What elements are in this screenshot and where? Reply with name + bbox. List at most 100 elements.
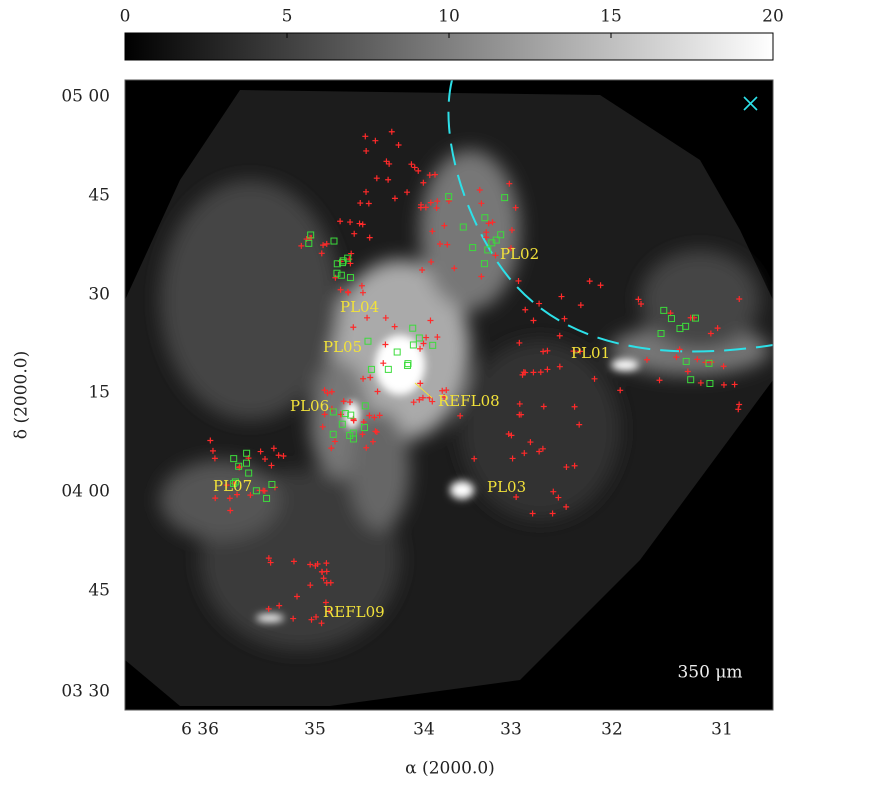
source-label: PL04 — [340, 298, 379, 316]
green-source — [337, 271, 345, 279]
green-source — [687, 376, 695, 384]
red-source — [337, 218, 344, 225]
green-source — [384, 365, 392, 373]
red-source — [419, 394, 426, 401]
red-source — [506, 180, 513, 187]
red-source — [508, 227, 515, 234]
red-source — [362, 133, 369, 140]
green-source — [333, 269, 341, 277]
red-source — [331, 438, 338, 445]
red-source — [540, 348, 547, 355]
green-source — [367, 365, 375, 373]
red-source — [365, 200, 372, 207]
red-source — [345, 289, 352, 296]
green-source — [481, 214, 489, 222]
red-source — [483, 229, 490, 236]
red-source — [420, 340, 427, 347]
red-source — [673, 354, 680, 361]
red-source — [380, 360, 387, 367]
red-source — [720, 363, 727, 370]
red-source — [323, 560, 330, 567]
red-source — [234, 491, 241, 498]
red-source — [434, 198, 441, 205]
red-source — [476, 187, 483, 194]
red-source — [471, 455, 478, 462]
green-source — [657, 329, 665, 337]
red-source — [226, 495, 233, 502]
green-source — [252, 487, 260, 495]
red-source — [212, 495, 219, 502]
red-source — [509, 455, 516, 462]
green-source — [245, 469, 253, 477]
red-source — [247, 492, 254, 499]
green-source — [346, 431, 354, 439]
red-source — [395, 141, 402, 148]
green-source — [268, 480, 276, 488]
red-source — [439, 387, 446, 394]
red-source — [376, 412, 383, 419]
red-source — [550, 488, 557, 495]
x-tick-label: 6 36 — [181, 720, 219, 740]
red-source — [369, 438, 376, 445]
red-source — [303, 236, 310, 243]
red-source — [227, 507, 234, 514]
red-source — [735, 406, 742, 413]
red-source — [340, 398, 347, 405]
red-source — [556, 363, 563, 370]
green-source — [705, 359, 713, 367]
red-source — [570, 348, 577, 355]
green-source — [347, 411, 355, 419]
red-source — [347, 399, 354, 406]
red-source — [485, 220, 492, 227]
red-source — [508, 432, 515, 439]
pointer — [414, 382, 433, 399]
red-source — [508, 245, 515, 252]
red-source — [270, 445, 277, 452]
red-source — [320, 575, 327, 582]
green-source — [484, 246, 492, 254]
red-source — [427, 317, 434, 324]
red-source — [537, 369, 544, 376]
red-source — [360, 375, 367, 382]
red-source — [357, 200, 364, 207]
red-source — [586, 278, 593, 285]
red-source — [549, 510, 556, 517]
green-source — [230, 479, 238, 487]
red-source — [307, 582, 314, 589]
source-label: PL05 — [323, 338, 362, 356]
red-source — [416, 396, 423, 403]
red-source — [275, 452, 282, 459]
red-source — [382, 341, 389, 348]
red-source — [374, 388, 381, 395]
y-tick-label: 45 — [88, 186, 110, 206]
colorbar-tick-label: 15 — [600, 7, 622, 27]
red-source — [351, 230, 358, 237]
red-source — [386, 160, 393, 167]
green-source — [480, 260, 488, 268]
green-source — [361, 402, 369, 410]
green-source — [346, 274, 354, 282]
red-source — [576, 421, 583, 428]
red-source — [371, 414, 378, 421]
red-source — [321, 387, 328, 394]
source-label: PL07 — [213, 477, 252, 495]
red-source — [445, 198, 452, 205]
green-source — [682, 322, 690, 330]
red-source — [383, 158, 390, 165]
green-source — [333, 260, 341, 268]
red-source — [356, 220, 363, 227]
source-label: PL01 — [571, 344, 610, 362]
red-source — [521, 450, 528, 457]
green-source — [263, 494, 271, 502]
red-source — [265, 555, 272, 562]
red-source — [360, 418, 367, 425]
red-source — [516, 400, 523, 407]
red-source — [318, 250, 325, 257]
red-source — [597, 282, 604, 289]
red-source — [223, 482, 230, 489]
red-source — [437, 240, 444, 247]
green-source — [341, 410, 349, 418]
red-source — [347, 219, 354, 226]
green-source — [330, 237, 338, 245]
red-source — [571, 403, 578, 410]
